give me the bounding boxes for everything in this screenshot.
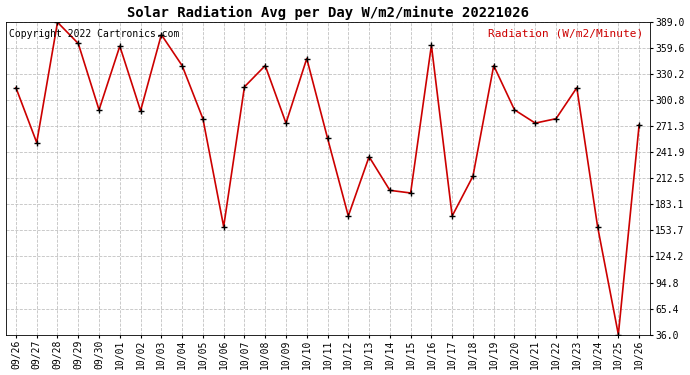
Title: Solar Radiation Avg per Day W/m2/minute 20221026: Solar Radiation Avg per Day W/m2/minute … <box>126 6 529 20</box>
Text: Copyright 2022 Cartronics.com: Copyright 2022 Cartronics.com <box>9 28 179 39</box>
Text: Radiation (W/m2/Minute): Radiation (W/m2/Minute) <box>488 28 643 39</box>
